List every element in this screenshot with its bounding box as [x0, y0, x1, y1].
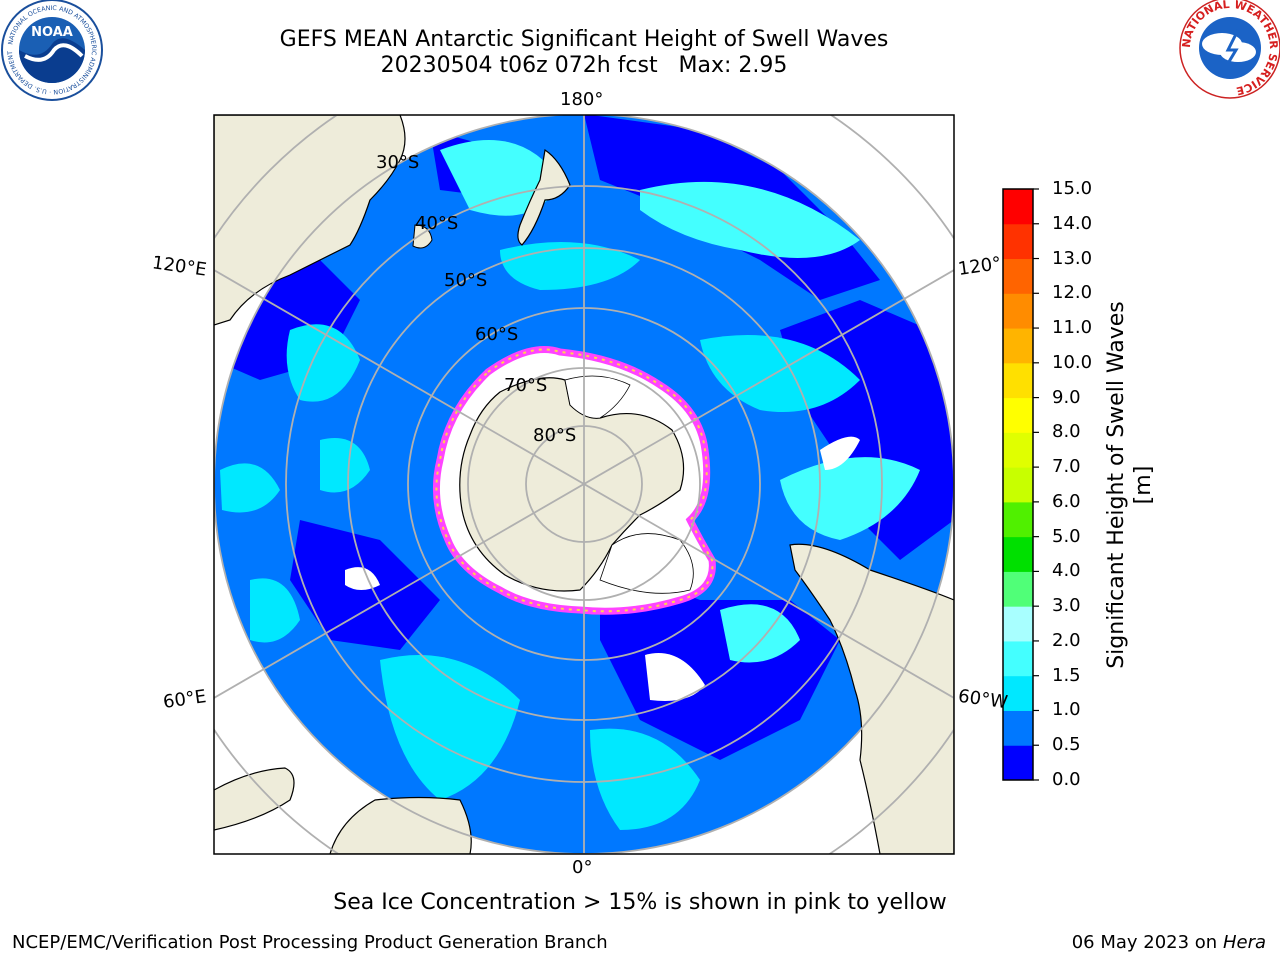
lat-label-60s: 60°S — [475, 324, 519, 345]
colorbar-swatch — [1003, 397, 1033, 433]
chart-title: GEFS MEAN Antarctic Significant Height o… — [279, 27, 889, 52]
map-frame — [213, 114, 955, 855]
date-stamp: 06 May 2023 on Hera — [1072, 932, 1266, 953]
colorbar-tick-label: 6.0 — [1052, 490, 1081, 512]
lat-label-40s: 40°S — [415, 213, 459, 234]
colorbar-tick-label: 4.0 — [1052, 560, 1081, 582]
lat-label-50s: 50°S — [444, 270, 488, 291]
sea-ice-note: Sea Ice Concentration > 15% is shown in … — [333, 890, 947, 915]
colorbar-tick-label: 5.0 — [1052, 525, 1081, 547]
colorbar-swatch — [1003, 640, 1033, 677]
noaa-logo: NATIONAL OCEANIC AND ATMOSPHERIC ADMINIS… — [0, 0, 103, 101]
colorbar-tick-label: 1.5 — [1052, 664, 1081, 686]
colorbar-tick-label: 3.0 — [1052, 595, 1081, 617]
colorbar-swatch — [1003, 571, 1033, 607]
colorbar-swatch — [1003, 189, 1033, 225]
africa-land — [329, 796, 472, 854]
nws-logo: NATIONAL WEATHER SERVICE — [1179, 0, 1280, 99]
colorbar-swatch — [1003, 293, 1033, 329]
colorbar-tick-label: 2.0 — [1052, 629, 1081, 651]
new-zealand-land — [517, 148, 571, 246]
lat-label-80s: 80°S — [533, 425, 577, 446]
colorbar-tick-label: 15.0 — [1052, 178, 1093, 199]
lon-label-0: 0° — [572, 857, 593, 878]
madagascar-land — [214, 767, 295, 831]
colorbar-swatch — [1003, 710, 1033, 746]
colorbar-frame — [1002, 188, 1034, 781]
colorbar-tick-label: 1.0 — [1052, 699, 1081, 721]
colorbar-swatch — [1003, 467, 1033, 503]
colorbar-swatch — [1003, 675, 1033, 711]
australia-land — [214, 115, 406, 326]
colorbar-tick-label: 9.0 — [1052, 386, 1081, 408]
lat-label-70s: 70°S — [504, 375, 548, 396]
colorbar-label: Significant Height of Swell Waves [m] — [1104, 301, 1156, 669]
chart-subtitle: 20230504 t06z 072h fcst Max: 2.95 — [380, 53, 788, 78]
colorbar-swatch — [1003, 328, 1033, 364]
colorbar-tick-label: 13.0 — [1052, 247, 1093, 269]
colorbar-swatch — [1003, 258, 1033, 294]
colorbar-swatch — [1003, 432, 1033, 468]
credit-text: NCEP/EMC/Verification Post Processing Pr… — [12, 932, 608, 953]
colorbar-tick-label: 7.0 — [1052, 456, 1081, 478]
colorbar-tick-label: 11.0 — [1052, 317, 1093, 339]
colorbar-tick-label: 14.0 — [1052, 212, 1093, 234]
colorbar-swatch — [1003, 536, 1033, 572]
colorbar-tick-label: 10.0 — [1052, 351, 1093, 373]
longitude-gridlines — [214, 115, 954, 854]
colorbar — [1002, 188, 1039, 781]
colorbar-tick-label: 8.0 — [1052, 421, 1081, 443]
noaa-logo-text: NOAA — [31, 25, 73, 40]
colorbar-swatch — [1003, 362, 1033, 399]
machine-name: Hera — [1222, 932, 1266, 953]
colorbar-swatch — [1003, 223, 1033, 260]
colorbar-tick-label: 0.0 — [1052, 769, 1081, 790]
colorbar-swatch — [1003, 501, 1033, 538]
date-text: 06 May 2023 on — [1071, 932, 1218, 953]
lat-label-30s: 30°S — [376, 152, 420, 173]
colorbar-tick-label: 12.0 — [1052, 282, 1093, 304]
colorbar-swatch — [1003, 745, 1033, 781]
colorbar-swatch — [1003, 606, 1033, 642]
colorbar-tick-label: 0.5 — [1052, 734, 1081, 756]
lon-label-180: 180° — [560, 89, 604, 110]
